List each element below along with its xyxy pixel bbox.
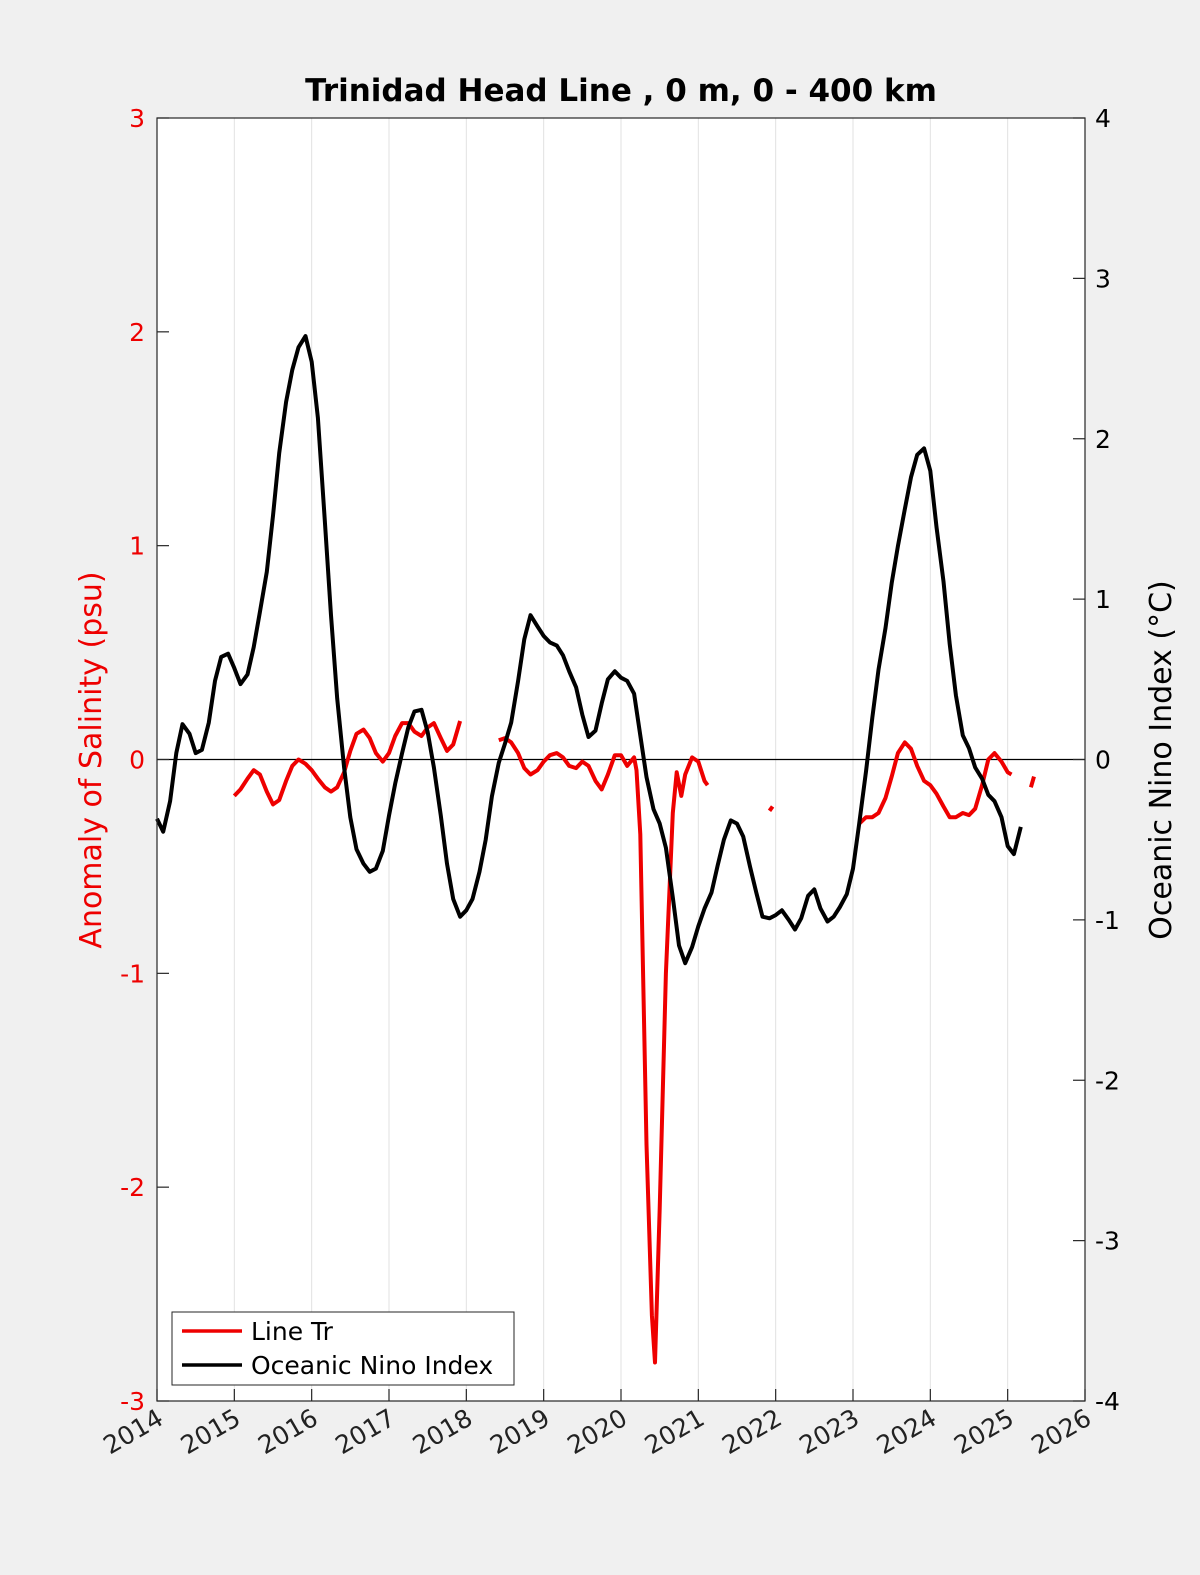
right-tick-label: 1 [1095, 585, 1111, 614]
legend-label-oni: Oceanic Nino Index [251, 1351, 493, 1380]
left-axis: -3 -2 -1 0 1 2 3 [120, 104, 169, 1416]
left-tick-label: 2 [129, 318, 145, 347]
legend-box [171, 1311, 515, 1386]
chart-title: Trinidad Head Line , 0 m, 0 - 400 km [305, 73, 937, 109]
series-line-oceanic-nino-index [155, 334, 1023, 966]
left-tick-label: 0 [129, 746, 145, 775]
left-tick-label: 3 [129, 104, 145, 133]
right-tick-label: -4 [1095, 1387, 1120, 1416]
series-line-line-tr [232, 720, 463, 807]
left-tick-label: -2 [120, 1173, 145, 1202]
left-tick-label: 1 [129, 532, 145, 561]
right-axis: -4 -3 -2 -1 0 1 2 3 4 [1073, 104, 1120, 1416]
series-line-line-tr [498, 736, 710, 1365]
legend-label-line-tr: Line Tr [251, 1317, 334, 1346]
left-axis-label: Anomaly of Salinity (psu) [74, 571, 109, 948]
right-tick-label: 4 [1095, 104, 1111, 133]
series-line-line-tr [1028, 776, 1036, 788]
left-tick-label: -1 [120, 959, 145, 988]
right-tick-label: 3 [1095, 264, 1111, 293]
left-tick-label: -3 [120, 1387, 145, 1416]
right-tick-label: -3 [1095, 1227, 1120, 1256]
right-tick-label: 0 [1095, 746, 1111, 775]
series-line-line-tr [857, 740, 1013, 826]
right-tick-label: -1 [1095, 906, 1120, 935]
series-line-line-tr [767, 805, 775, 812]
series-layer [155, 334, 1036, 1365]
legend: Line Tr Oceanic Nino Index [171, 1311, 515, 1386]
right-axis-label: Oceanic Nino Index (°C) [1144, 580, 1179, 940]
right-tick-label: 2 [1095, 425, 1111, 454]
right-tick-label: -2 [1095, 1066, 1120, 1095]
